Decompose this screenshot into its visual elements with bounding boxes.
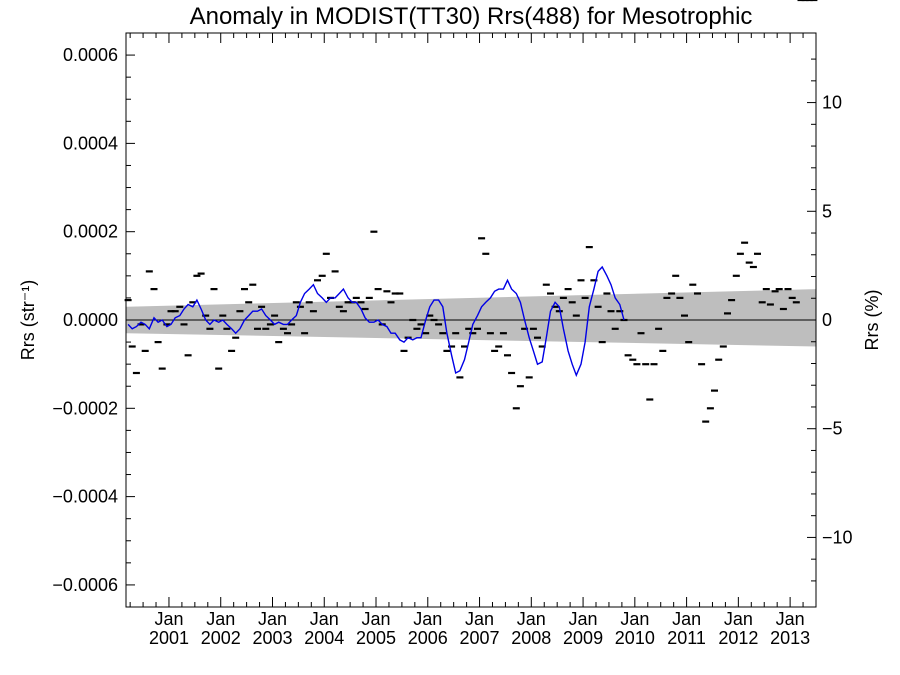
x-tick-label-year: 2002: [201, 628, 241, 648]
x-tick-label-month: Jan: [672, 609, 701, 629]
x-tick-label-year: 2001: [149, 628, 189, 648]
x-tick-label-month: Jan: [154, 609, 183, 629]
x-tick-label-month: Jan: [413, 609, 442, 629]
left-y-tick-label: 0.0002: [63, 222, 118, 242]
left-y-tick-label: −0.0004: [52, 487, 118, 507]
x-tick-label-month: Jan: [310, 609, 339, 629]
x-tick-label-month: Jan: [465, 609, 494, 629]
x-tick-label-month: Jan: [206, 609, 235, 629]
x-tick-label-month: Jan: [361, 609, 390, 629]
running-mean-line: [127, 265, 625, 378]
x-tick-label-year: 2004: [304, 628, 344, 648]
left-y-tick-label: 0.0000: [63, 310, 118, 330]
x-tick-label-month: Jan: [517, 609, 546, 629]
right-y-axis-title: Rrs (%): [862, 290, 882, 351]
x-tick-labels: Jan2001Jan2002Jan2003Jan2004Jan2005Jan20…: [149, 609, 810, 648]
x-tick-label-year: 2006: [408, 628, 448, 648]
running-mean-layer: [127, 265, 625, 378]
x-tick-label-year: 2013: [770, 628, 810, 648]
chart-title: Anomaly in MODIST(TT30) Rrs(488) for Mes…: [190, 3, 753, 30]
x-tick-label-year: 2011: [667, 628, 706, 648]
x-tick-label-year: 2008: [511, 628, 551, 648]
left-y-tick-label: 0.0004: [63, 133, 118, 153]
left-y-axis-title: Rrs (str⁻¹): [18, 280, 38, 360]
left-y-tick-label: −0.0006: [52, 575, 118, 595]
x-tick-label-year: 2003: [252, 628, 292, 648]
right-y-tick-label: −10: [822, 527, 853, 547]
right-y-tick-label: 0: [822, 310, 832, 330]
uncertainty-band-layer: [126, 289, 816, 347]
x-tick-label-month: Jan: [620, 609, 649, 629]
right-y-tick-label: 10: [822, 93, 842, 113]
left-y-tick-label: 0.0006: [63, 45, 118, 65]
x-tick-label-month: Jan: [258, 609, 287, 629]
x-tick-label-year: 2005: [356, 628, 396, 648]
x-tick-label-month: Jan: [724, 609, 753, 629]
x-tick-label-year: 2007: [460, 628, 500, 648]
right-y-tick-label: −5: [822, 419, 843, 439]
x-tick-label-year: 2010: [615, 628, 655, 648]
right-y-tick-labels: 10 5 0 −5 −10: [822, 93, 853, 548]
uncertainty-band: [126, 289, 816, 347]
tick-marks-layer: [126, 33, 817, 607]
monthly-points-layer: [124, 0, 818, 423]
x-tick-label-year: 2012: [718, 628, 758, 648]
left-y-tick-labels: 0.0006 0.0004 0.0002 0.0000 −0.0002 −0.0004 −0…: [52, 45, 118, 595]
x-tick-label-month: Jan: [776, 609, 805, 629]
x-tick-label-month: Jan: [569, 609, 598, 629]
x-tick-label-year: 2009: [563, 628, 603, 648]
right-y-tick-label: 5: [822, 201, 832, 221]
left-y-tick-label: −0.0002: [52, 398, 118, 418]
